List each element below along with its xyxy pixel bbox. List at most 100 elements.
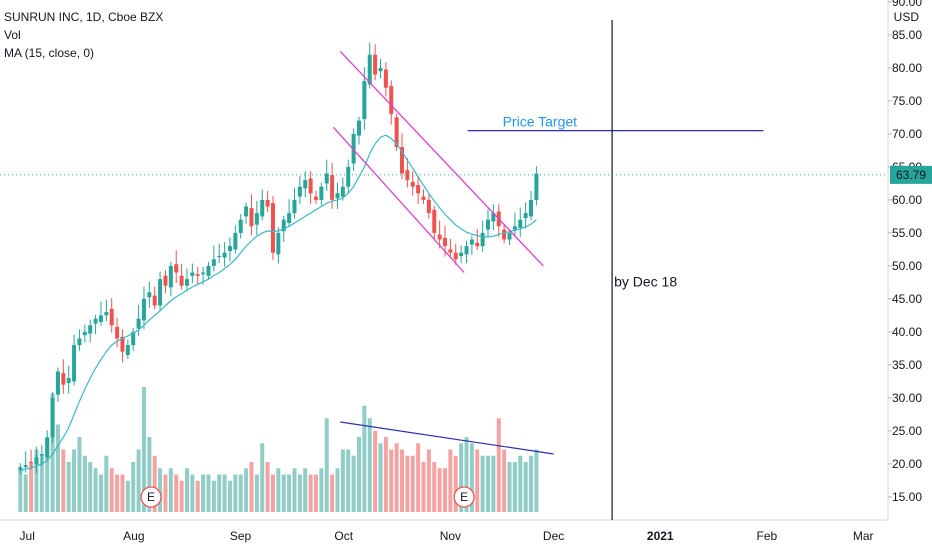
volume-bar xyxy=(61,449,66,512)
volume-bar xyxy=(249,462,254,512)
candle-body xyxy=(120,336,125,352)
price-tick-label: 30.00 xyxy=(892,391,922,405)
time-tick-label: Dec xyxy=(543,529,564,543)
volume-bar xyxy=(55,424,60,512)
price-tick-label: 85.00 xyxy=(892,28,922,42)
candle-body xyxy=(227,246,232,252)
time-tick-label: Sep xyxy=(230,529,252,543)
volume-bar xyxy=(362,405,367,512)
volume-bar xyxy=(93,468,98,512)
candle-body xyxy=(18,467,23,470)
volume-bar xyxy=(131,462,136,512)
candle-body xyxy=(88,325,93,334)
candle-body xyxy=(260,199,265,217)
volume-bar xyxy=(39,455,44,512)
candle-body xyxy=(437,234,442,240)
volume-bar xyxy=(238,474,243,512)
time-tick-label: 2021 xyxy=(647,529,674,543)
volume-bar xyxy=(518,455,523,512)
candle-body xyxy=(206,265,211,276)
time-tick-label: Aug xyxy=(123,529,144,543)
volume-bar xyxy=(120,474,125,512)
volume-bar xyxy=(491,455,496,512)
volume-bar xyxy=(174,474,179,512)
candle-body xyxy=(141,298,146,321)
volume-bar xyxy=(227,480,232,512)
volume-bar xyxy=(356,437,361,512)
candle-body xyxy=(362,81,367,120)
price-tick-label: 25.00 xyxy=(892,424,922,438)
volume-bar xyxy=(340,449,345,512)
volume-bar xyxy=(373,430,378,512)
candle-body xyxy=(319,186,324,200)
candle-body xyxy=(233,232,238,250)
candle-body xyxy=(394,117,399,148)
volume-bar xyxy=(437,468,442,512)
channel-lower-line[interactable] xyxy=(332,126,465,273)
candle-body xyxy=(265,199,270,207)
candle-body xyxy=(432,209,437,233)
volume-bar xyxy=(443,468,448,512)
candle-body xyxy=(131,331,136,346)
candle-body xyxy=(72,345,77,382)
price-tick-label: 55.00 xyxy=(892,226,922,240)
volume-bar xyxy=(453,455,458,512)
volume-bar xyxy=(104,455,109,512)
ma-indicator-label[interactable]: MA (15, close, 0) xyxy=(4,46,95,60)
volume-bar xyxy=(260,443,265,512)
volume-bar xyxy=(394,443,399,512)
candle-body xyxy=(39,454,44,456)
volume-bar xyxy=(82,455,87,512)
earnings-marker[interactable] xyxy=(453,486,475,508)
volume-trend-line[interactable] xyxy=(340,421,554,455)
candle-body xyxy=(523,213,528,219)
candle-body xyxy=(136,318,141,329)
volume-bar xyxy=(512,462,517,512)
volume-bar xyxy=(179,480,184,512)
candle-body xyxy=(480,232,485,247)
candle-body xyxy=(308,178,313,194)
volume-bar xyxy=(281,474,286,512)
volume-bar xyxy=(77,437,82,512)
candle-body xyxy=(270,203,275,253)
candle-body xyxy=(125,345,130,355)
volume-bar xyxy=(346,449,351,512)
price-tick-label: 35.00 xyxy=(892,358,922,372)
volume-bar xyxy=(23,474,28,512)
volume-bar xyxy=(222,474,227,512)
candle-body xyxy=(448,249,453,253)
candle-body xyxy=(373,54,378,75)
candle-body xyxy=(238,219,243,233)
volume-bar xyxy=(244,468,249,512)
candle-body xyxy=(340,186,345,197)
volume-bar xyxy=(29,462,34,512)
candle-body xyxy=(184,279,189,286)
volume-bar xyxy=(496,418,501,512)
volume-bar xyxy=(163,474,168,512)
volume-bar xyxy=(217,474,222,512)
channel-upper-line[interactable] xyxy=(339,50,544,267)
candle-body xyxy=(34,457,39,465)
candle-body xyxy=(147,292,152,298)
volume-indicator-label[interactable]: Vol xyxy=(4,28,21,42)
symbol-title[interactable]: SUNRUN INC, 1D, Cboe BZX xyxy=(4,10,164,24)
volume-bar xyxy=(405,455,410,512)
earnings-marker[interactable] xyxy=(140,486,162,508)
volume-bar xyxy=(469,443,474,512)
price-unit-label: USD xyxy=(894,10,920,24)
volume-bar xyxy=(195,480,200,512)
volume-bar xyxy=(147,437,152,512)
volume-bar xyxy=(523,462,528,512)
candle-body xyxy=(281,219,286,232)
candle-body xyxy=(179,275,184,286)
candle-body xyxy=(61,373,66,385)
volume-bar xyxy=(136,449,141,512)
candle-body xyxy=(426,199,431,214)
volume-bar xyxy=(72,449,77,512)
volume-bar xyxy=(486,455,491,512)
candle-body xyxy=(292,199,297,214)
candle-body xyxy=(335,193,340,199)
volume-bar xyxy=(308,474,313,512)
candle-body xyxy=(410,181,415,187)
